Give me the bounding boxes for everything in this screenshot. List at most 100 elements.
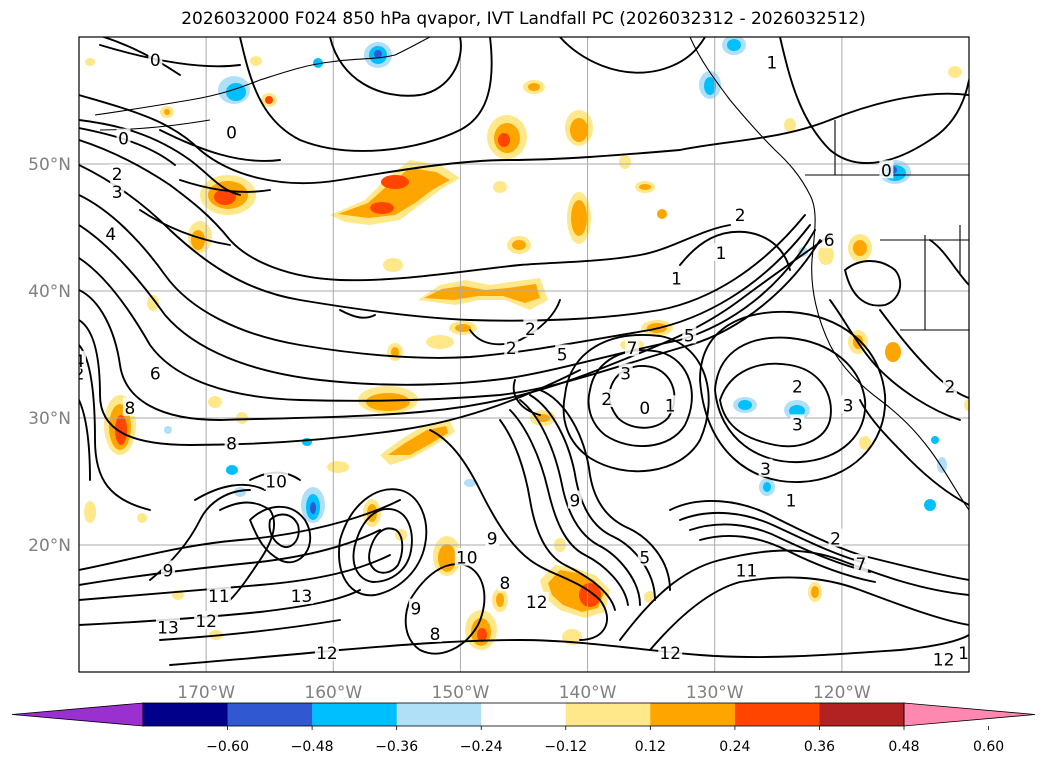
contour-label: 0 (226, 123, 237, 143)
contour-label-background (206, 585, 231, 604)
colorbar-bin (396, 703, 482, 726)
colorbar-tick-label: −0.24 (460, 739, 503, 755)
colorbar-bin (312, 703, 398, 726)
contour-label: 9 (163, 561, 174, 581)
colorbar-tick-label: −0.48 (291, 739, 334, 755)
contour-label-background (658, 642, 683, 661)
contour-label-background (828, 528, 843, 547)
contour-label-background (618, 363, 633, 382)
contour-label: 2 (112, 165, 123, 185)
contour-label-background (148, 363, 163, 382)
contour-label: 11 (208, 587, 230, 607)
contour-label: 2 (506, 339, 517, 359)
contour-label: 4 (105, 225, 116, 245)
contour-label-background (942, 376, 957, 395)
contour-label-background (637, 397, 652, 416)
contour-label-background (264, 471, 289, 490)
contour-label-background (764, 52, 779, 71)
contour-label: 3 (760, 460, 771, 480)
contour-label-background (314, 642, 339, 661)
contour-label-background (758, 458, 773, 477)
contour-label: 8 (500, 574, 511, 594)
latitude-tick-labels: 50°N 40°N 30°N 20°N (28, 155, 71, 556)
contour-label-background (156, 617, 180, 636)
contour-label: 5 (639, 549, 650, 569)
contour-label: 8 (124, 399, 135, 419)
contour-label: 2 (792, 377, 803, 397)
contour-label-background (599, 388, 614, 407)
colorbar-bin (650, 703, 736, 726)
contour-label: 13 (291, 587, 313, 607)
contour-label-background (485, 528, 500, 547)
contour-label: 9 (569, 492, 580, 512)
lon-tick-label: 120°W (813, 683, 871, 703)
colorbar-under-arrow (11, 702, 144, 727)
contour-label-background (122, 397, 137, 416)
longitude-tick-labels: 170°W 160°W 150°W 140°W 130°W 120°W (177, 683, 871, 703)
colorbar-bin (819, 703, 905, 726)
contour-label-background (790, 414, 805, 433)
contour-label: 4 (74, 352, 85, 372)
lon-tick-label: 170°W (177, 683, 235, 703)
contour-label: 3 (620, 365, 631, 385)
contour-label-background (879, 160, 894, 179)
contour-label-background (714, 242, 729, 261)
contour-label-background (79, 363, 86, 382)
contour-label-background (790, 376, 805, 395)
contour-label: 6 (824, 231, 835, 251)
contour-label-background (428, 623, 442, 642)
contour-label-background (853, 554, 868, 573)
contour-label: 10 (265, 473, 287, 493)
contour-label-background (148, 49, 163, 68)
contour-label: 2 (74, 365, 85, 385)
contour-label-background (555, 344, 570, 363)
contour-label-background (784, 490, 798, 509)
contour-label-background (194, 611, 219, 630)
colorbar-bin (227, 703, 313, 726)
contour-label-background (103, 223, 118, 242)
contour-label: 1 (716, 244, 727, 264)
contour-label: 3 (843, 396, 854, 416)
contour-label: 13 (157, 619, 179, 639)
contour-label-background (454, 547, 479, 566)
lon-tick-label: 150°W (432, 683, 490, 703)
contour-label: 10 (456, 549, 478, 569)
contour-label-background (110, 181, 125, 200)
contour-label: 2 (945, 377, 956, 397)
contour-label-background (682, 325, 697, 344)
lat-tick-label: 40°N (28, 282, 71, 302)
contour-label: 11 (736, 561, 758, 581)
contour-label: 1 (671, 269, 682, 289)
contour-label-background (931, 649, 956, 668)
contour-label: 2 (830, 530, 841, 550)
contour-label-background (822, 230, 837, 249)
contour-label-background (408, 598, 423, 617)
contour-label: 9 (487, 530, 498, 550)
contour-label-background (224, 433, 239, 452)
colorbar: −0.60 −0.48 −0.36 −0.24 −0.12 0.12 0.24 0.36 0.4… (11, 702, 1036, 755)
contour-label: 0 (118, 130, 129, 150)
colorbar-tick-label: 0.12 (635, 739, 666, 755)
colorbar-tick-label: 0.24 (719, 739, 750, 755)
contour-label-background (497, 573, 512, 592)
colorbar-bin (565, 703, 651, 726)
contour-label: 7 (856, 555, 867, 575)
coastline (94, 37, 969, 511)
contour-label: 0 (150, 51, 161, 71)
contour-label: 5 (684, 326, 695, 346)
contour-label-background (523, 319, 538, 338)
colorbar-bin (734, 703, 820, 726)
colorbar-frame (142, 702, 905, 727)
contour-label: 0 (881, 161, 892, 181)
contour-label-background (224, 122, 239, 141)
colorbar-tick-label: −0.60 (206, 739, 249, 755)
contour-label: 1 (786, 492, 797, 512)
contour-label: 12 (526, 593, 548, 613)
map-title: 2026032000 F024 850 hPa qvapor, IVT Land… (181, 9, 866, 29)
colorbar-bin (143, 703, 229, 726)
map-plot-area: 0002346881091112131312981098129512112712… (74, 37, 969, 672)
contour-label: 12 (933, 650, 955, 670)
contour-label-background (161, 560, 175, 579)
contour-label-background (289, 585, 314, 604)
contour-label: 0 (639, 399, 650, 419)
